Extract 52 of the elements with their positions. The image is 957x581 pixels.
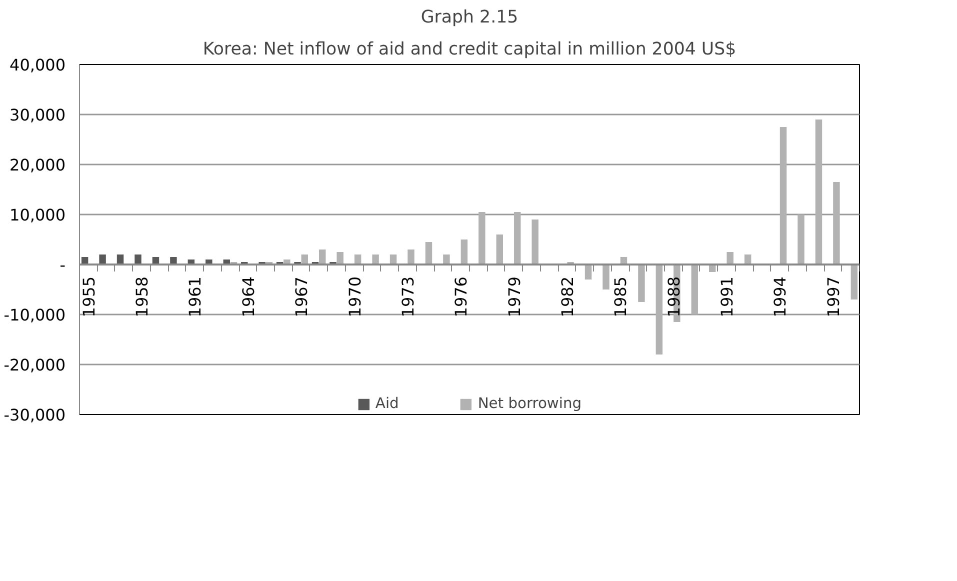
bar <box>318 250 326 264</box>
x-tick-label: 1973 <box>398 276 418 318</box>
x-tick-label: 1994 <box>770 276 790 318</box>
x-tick-label: 1991 <box>718 276 737 318</box>
x-tick-label: 1958 <box>132 276 152 318</box>
bar <box>134 254 142 264</box>
x-tick-label: 1982 <box>558 276 577 318</box>
y-tick-label: -10,000 <box>4 306 66 324</box>
bar <box>460 240 468 264</box>
bar <box>336 252 344 264</box>
bar <box>170 257 177 264</box>
y-tick-label: - <box>60 256 66 274</box>
chart-title: Graph 2.15 <box>420 8 518 28</box>
x-tick-label: 1970 <box>345 276 364 318</box>
x-tick-label: 1964 <box>238 276 258 318</box>
bar <box>602 264 610 290</box>
x-tick-label: 1967 <box>292 276 312 318</box>
x-tick-label: 1955 <box>79 276 98 318</box>
y-tick-label: 40,000 <box>10 56 66 74</box>
bar <box>99 254 106 264</box>
bar <box>496 234 504 264</box>
bar <box>443 254 450 264</box>
x-tick-label: 1997 <box>824 276 843 318</box>
y-tick-label: -20,000 <box>4 356 66 374</box>
bar <box>532 220 538 264</box>
y-tick-label: 30,000 <box>10 106 66 124</box>
x-tick-label: 1985 <box>611 276 630 318</box>
legend-label: Net borrowing <box>478 395 582 412</box>
bar <box>780 127 787 264</box>
bar <box>514 212 521 264</box>
bar <box>478 212 486 264</box>
y-tick-label: 20,000 <box>10 156 66 174</box>
x-tick-label: 1979 <box>504 276 524 318</box>
bar <box>638 264 645 302</box>
x-tick-label: 1961 <box>186 276 205 318</box>
bar <box>798 214 804 264</box>
chart-subtitle: Korea: Net inflow of aid and credit capital in million 2004 US$ <box>202 40 736 60</box>
bar <box>425 242 432 264</box>
bar <box>691 264 698 314</box>
legend-label: Aid <box>375 395 399 412</box>
bar <box>815 120 822 264</box>
bar <box>408 250 414 264</box>
bar <box>656 264 663 354</box>
bar <box>584 264 592 280</box>
x-tick-label: 1976 <box>452 276 471 318</box>
bar <box>833 182 840 264</box>
y-tick-label: 10,000 <box>10 206 66 224</box>
bar <box>372 254 379 264</box>
bar <box>726 252 734 264</box>
bar <box>850 264 858 300</box>
x-tick-label: 1988 <box>664 276 684 318</box>
y-tick-label: -30,000 <box>4 406 66 424</box>
